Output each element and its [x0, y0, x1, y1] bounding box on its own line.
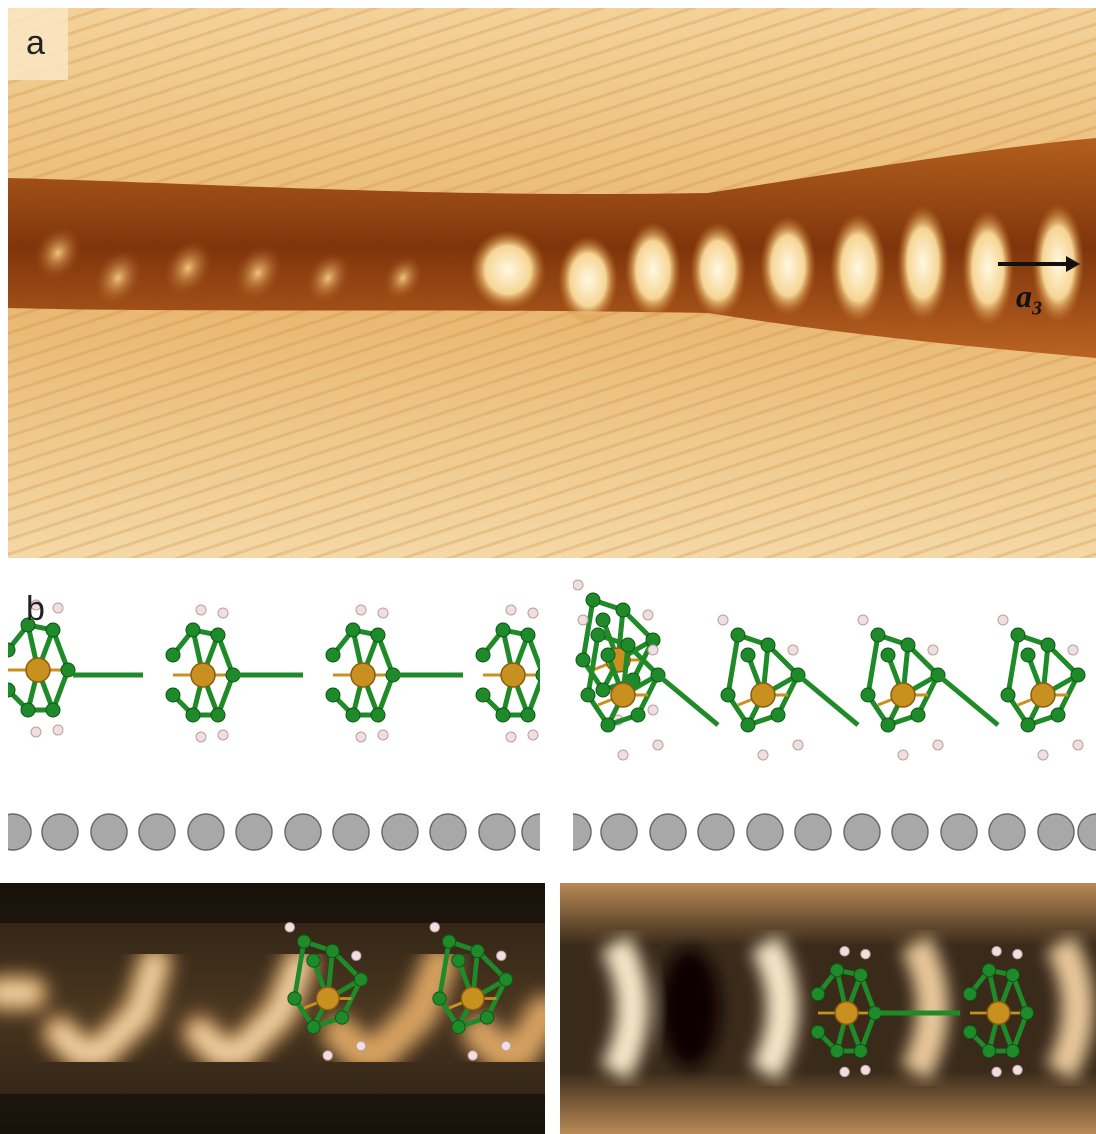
panel-a-label: a [26, 24, 45, 62]
substrate-atoms-right [573, 813, 1096, 851]
chain-protrusions-right [470, 203, 1084, 326]
chain-trough [8, 138, 1096, 358]
simulated-stm-right [560, 883, 1096, 1134]
panel-b-label: b [26, 590, 45, 628]
chain-protrusions-left [34, 226, 423, 307]
panel-b-model-right [573, 570, 1096, 870]
substrate-atoms [8, 813, 540, 851]
vector-a3-label: a3 [1016, 278, 1042, 320]
panel-b-model-left: b [8, 570, 540, 870]
stm-topograph [8, 8, 1096, 558]
zigzag-features [0, 945, 545, 1071]
molecular-model-straight [8, 599, 540, 851]
crescent-features [600, 935, 1094, 1081]
panel-a-stm-image: a a3 [8, 8, 1096, 558]
simulated-stm-left [0, 883, 545, 1134]
label-a-background [8, 8, 68, 80]
carborane-cage-unit [8, 599, 76, 738]
a3-direction-arrow [998, 256, 1080, 272]
molecular-model-tilted [573, 579, 1096, 851]
